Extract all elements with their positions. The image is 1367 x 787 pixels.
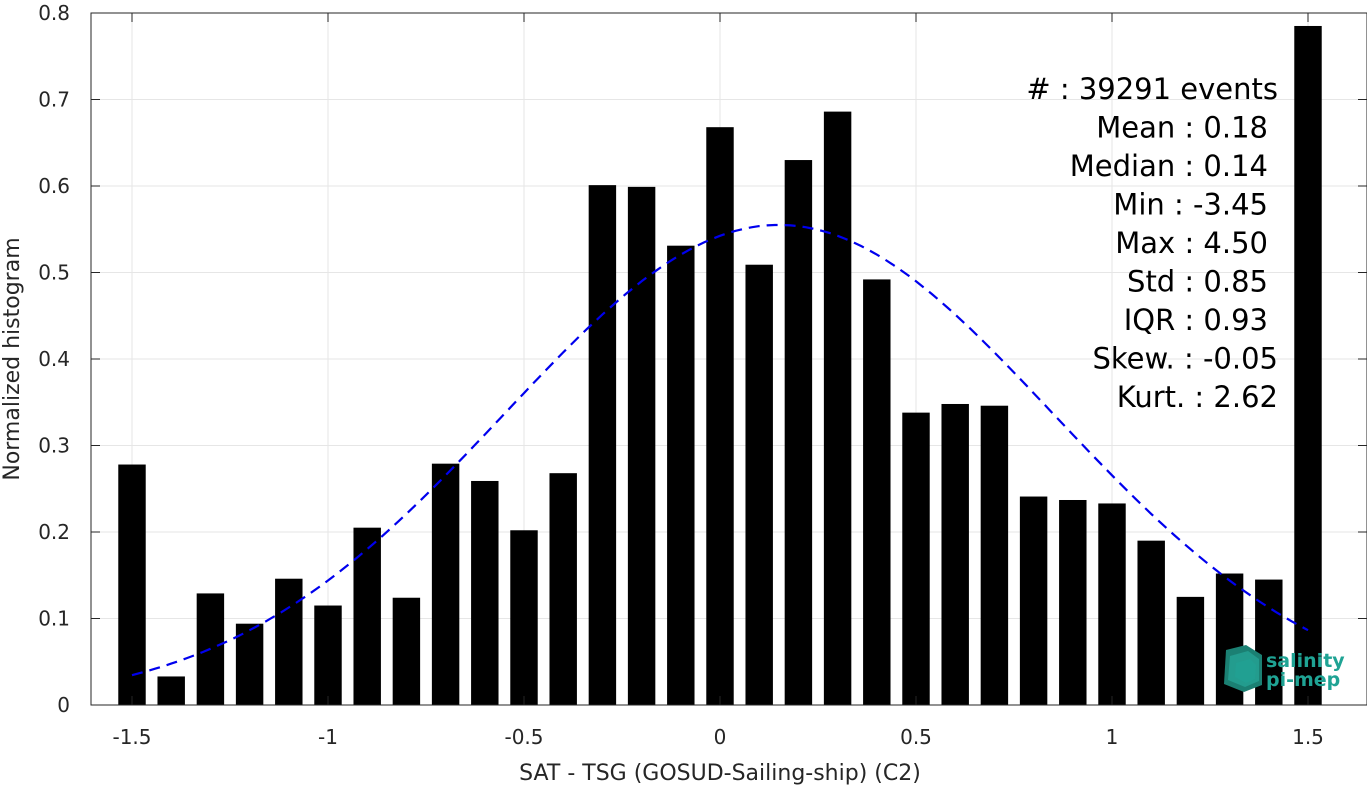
histogram-bar bbox=[275, 578, 303, 705]
logo-cube-icon bbox=[1224, 645, 1262, 692]
x-axis-label: SAT - TSG (GOSUD-Sailing-ship) (C2) bbox=[519, 761, 921, 786]
x-tick-label: -1 bbox=[318, 725, 338, 749]
histogram-bar bbox=[784, 160, 813, 706]
histogram-bar bbox=[392, 597, 421, 705]
ticks bbox=[91, 12, 1367, 706]
logo-text-line2: pi-mep bbox=[1266, 669, 1340, 691]
stat-line: Median : 0.14 bbox=[1070, 149, 1268, 183]
histogram-bar bbox=[1137, 540, 1165, 705]
x-tick-labels: -1.5 -1 -0.5 0 0.5 1 1.5 bbox=[112, 725, 1323, 749]
salinity-pimep-logo: salinity pi-mep bbox=[1224, 645, 1345, 692]
histogram-bar bbox=[431, 463, 460, 705]
y-tick-labels: 0 0.1 0.2 0.3 0.4 0.5 0.6 0.7 0.8 bbox=[38, 1, 70, 717]
histogram-bar bbox=[902, 412, 930, 705]
x-tick-label: -1.5 bbox=[112, 725, 151, 749]
stat-line: Std : 0.85 bbox=[1127, 265, 1268, 299]
histogram-bar bbox=[627, 186, 656, 706]
y-tick-label: 0.5 bbox=[38, 261, 70, 285]
histogram-bar bbox=[1019, 496, 1048, 705]
y-tick-label: 0.6 bbox=[38, 174, 70, 198]
stat-line: Skew. : -0.05 bbox=[1092, 342, 1278, 376]
y-tick-label: 0.3 bbox=[38, 434, 70, 458]
histogram-bar bbox=[823, 111, 852, 706]
stat-line: Max : 4.50 bbox=[1115, 226, 1268, 260]
histogram-bar bbox=[1294, 25, 1322, 706]
stat-line: Min : -3.45 bbox=[1113, 188, 1268, 222]
y-tick-label: 0.4 bbox=[38, 347, 70, 371]
bars bbox=[118, 25, 1322, 706]
x-tick-label: 1.5 bbox=[1292, 725, 1324, 749]
histogram-bar bbox=[549, 473, 577, 705]
x-tick-label: -0.5 bbox=[504, 725, 543, 749]
histogram-bar bbox=[706, 127, 734, 706]
histogram-bar bbox=[314, 605, 342, 705]
x-tick-label: 1 bbox=[1106, 725, 1119, 749]
histogram-bar bbox=[588, 185, 617, 705]
x-tick-label: 0.5 bbox=[900, 725, 932, 749]
y-tick-label: 0.7 bbox=[38, 88, 70, 112]
histogram-bar bbox=[118, 464, 146, 705]
histogram-bar bbox=[157, 676, 185, 705]
histogram-bar bbox=[353, 527, 381, 705]
stats-box: # : 39291 events Mean : 0.18 Median : 0.14… bbox=[1026, 72, 1278, 414]
histogram-bar bbox=[1059, 499, 1087, 705]
histogram-bar bbox=[235, 623, 264, 705]
y-tick-label: 0 bbox=[57, 693, 70, 717]
histogram-bar bbox=[1098, 503, 1126, 705]
histogram-bar bbox=[471, 480, 499, 705]
histogram-bar bbox=[863, 279, 891, 705]
histogram-bar bbox=[745, 264, 773, 705]
logo-text-line1: salinity bbox=[1266, 650, 1345, 672]
gaussian-fit-curve bbox=[131, 223, 1309, 677]
stat-line: Kurt. : 2.62 bbox=[1117, 380, 1278, 414]
y-tick-label: 0.2 bbox=[38, 520, 70, 544]
stat-line: # : 39291 events bbox=[1026, 72, 1278, 106]
y-axis-label: Normalized histogram bbox=[0, 237, 25, 480]
histogram-bar bbox=[980, 405, 1009, 705]
stat-line: IQR : 0.93 bbox=[1124, 303, 1268, 337]
histogram-bar bbox=[667, 245, 695, 705]
stat-line: Mean : 0.18 bbox=[1096, 111, 1268, 145]
histogram-bar bbox=[1176, 596, 1205, 705]
x-tick-label: 0 bbox=[714, 725, 727, 749]
y-tick-label: 0.8 bbox=[38, 1, 70, 25]
histogram-bar bbox=[510, 530, 538, 705]
histogram-bar bbox=[941, 403, 969, 705]
y-tick-label: 0.1 bbox=[38, 607, 70, 631]
